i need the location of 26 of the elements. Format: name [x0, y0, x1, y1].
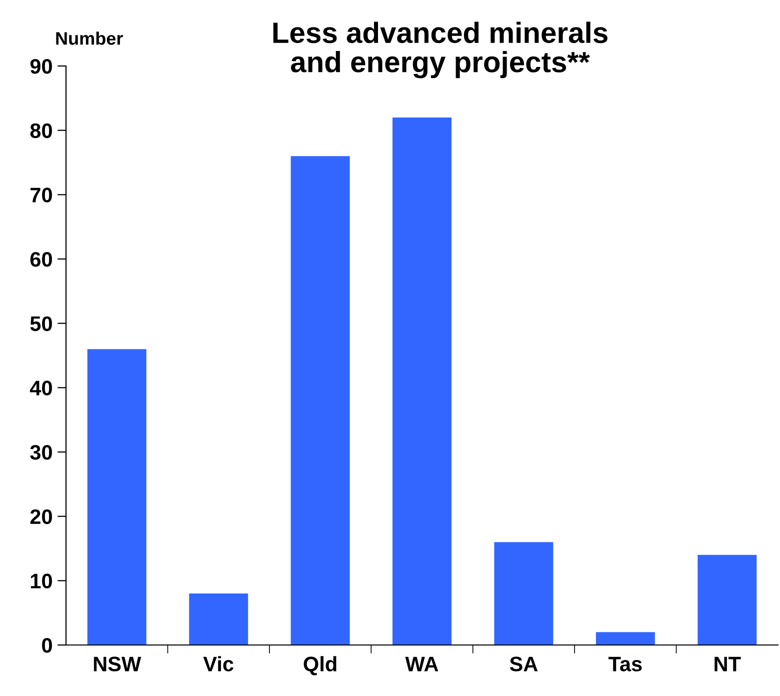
bar	[596, 632, 655, 645]
x-tick-label: Tas	[608, 656, 642, 672]
x-tick-label: WA	[405, 656, 438, 672]
y-tick-label: 40	[30, 380, 52, 396]
y-tick-label: 80	[30, 123, 52, 138]
chart-title: Less advanced minerals and energy projects**	[273, 22, 608, 78]
bar	[494, 542, 554, 645]
y-tick-label: 90	[30, 59, 52, 74]
y-axis-title: Number	[56, 32, 123, 45]
x-tick-label: NT	[714, 656, 741, 672]
y-tick-label: 20	[30, 509, 52, 524]
y-tick-label: 70	[30, 188, 52, 202]
y-tick-label: 60	[30, 252, 52, 267]
y-tick-label: 10	[30, 574, 52, 588]
bar	[392, 117, 452, 645]
bar	[87, 349, 146, 645]
x-tick-label: Vic	[203, 656, 234, 672]
y-tick-label: 0	[42, 638, 52, 653]
x-tick-label: SA	[510, 656, 538, 672]
bar	[698, 554, 757, 645]
y-tick-label: 50	[30, 316, 52, 332]
x-tick-label: Qld	[304, 656, 336, 676]
bar	[290, 156, 350, 645]
x-tick-label: NSW	[94, 656, 142, 672]
bar	[189, 594, 248, 645]
y-tick-label: 30	[30, 445, 52, 460]
